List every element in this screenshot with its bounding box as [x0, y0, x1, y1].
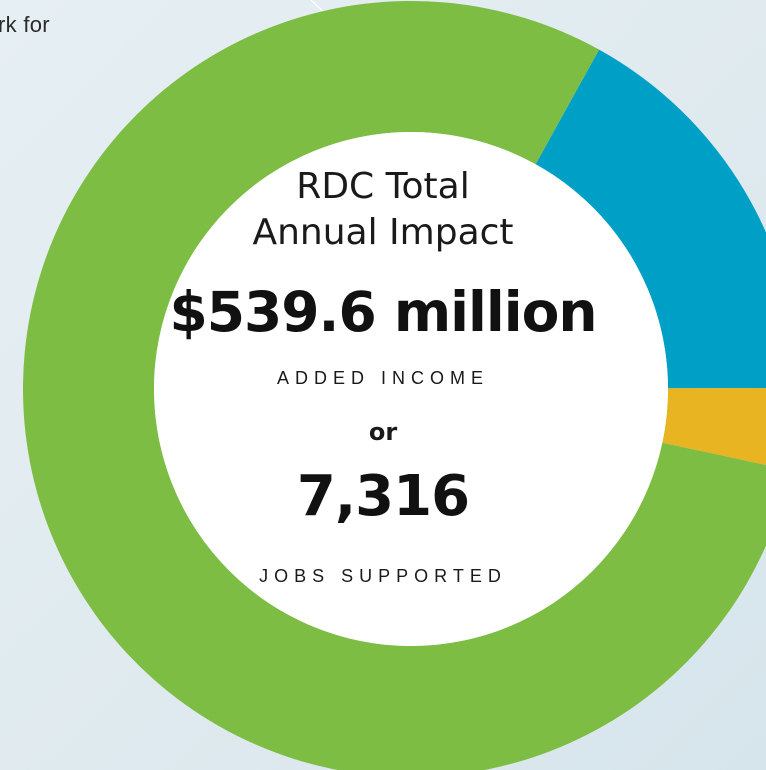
- donut-slice-2: [662, 388, 766, 465]
- donut-slice-1: [535, 49, 766, 389]
- donut-center: [154, 132, 668, 646]
- donut-slice-3: [23, 1, 766, 770]
- donut-slices: [23, 1, 766, 770]
- text-fragment: rk for: [0, 12, 50, 37]
